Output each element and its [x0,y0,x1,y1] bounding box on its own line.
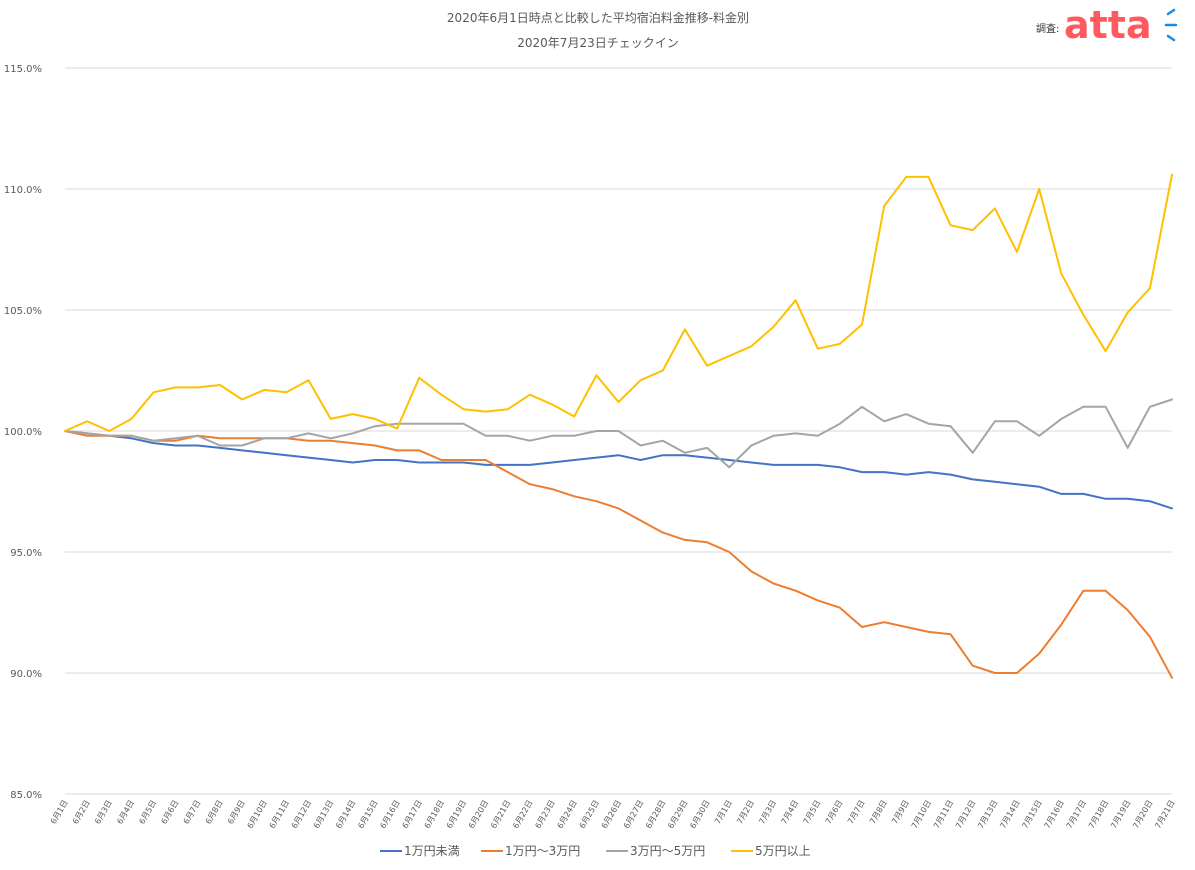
chart-title: 2020年6月1日時点と比較した平均宿泊料金推移-料金別 [447,10,749,25]
x-tick-label: 7月19日 [1109,799,1132,831]
chart-subtitle: 2020年7月23日チェックイン [517,36,678,50]
x-tick-label: 6月26日 [600,799,623,831]
x-tick-label: 6月28日 [644,799,667,831]
y-tick-label: 110.0% [4,185,42,196]
series-line [64,398,1173,469]
x-tick-label: 7月2日 [735,799,756,826]
y-tick-label: 95.0% [10,548,42,559]
series-line [64,430,1173,679]
x-tick-label: 7月10日 [910,799,933,831]
series-line [64,173,1173,432]
atta-logo: atta [1064,3,1152,47]
y-axis-ticks: 85.0% 90.0% 95.0% 100.0% 105.0% 110.0% 115.0% [4,64,42,801]
x-tick-label: 6月5日 [137,799,158,826]
x-tick-label: 6月9日 [226,799,247,826]
x-tick-label: 7月5日 [802,799,823,826]
legend-label: 5万円以上 [755,844,811,858]
x-tick-label: 6月4日 [115,799,136,826]
y-tick-label: 85.0% [10,790,42,801]
x-tick-label: 6月22日 [511,799,534,831]
x-tick-label: 6月15日 [356,799,379,831]
x-tick-label: 7月3日 [757,799,778,826]
x-tick-label: 7月14日 [998,799,1021,831]
series-lines [64,173,1173,679]
x-tick-label: 6月17日 [401,799,424,831]
y-tick-label: 115.0% [4,64,42,75]
x-tick-label: 6月18日 [423,799,446,831]
legend: 1万円未満 1万円～3万円 3万円～5万円 5万円以上 [380,844,811,858]
x-tick-label: 6月19日 [445,799,468,831]
y-tick-label: 90.0% [10,669,42,680]
x-tick-label: 6月29日 [666,799,689,831]
x-axis: 6月1日 6月2日 6月3日 6月4日 6月5日 6月6日 6月7日 6月8日 6月9日6月10… [49,799,1177,831]
x-tick-label: 7月7日 [846,799,867,826]
x-tick-label: 7月6日 [824,799,845,826]
x-tick-label: 7月16日 [1043,799,1066,831]
credit-label: 調査: [1036,22,1059,35]
series-line [64,430,1173,510]
x-tick-label: 7月4日 [779,799,800,826]
x-tick-label: 7月17日 [1065,799,1088,831]
x-tick-label: 6月21日 [489,799,512,831]
x-tick-label: 7月18日 [1087,799,1110,831]
x-tick-label: 7月21日 [1153,799,1176,831]
legend-label: 1万円未満 [404,844,460,858]
x-tick-label: 6月2日 [71,799,92,826]
x-tick-label: 6月11日 [268,799,291,831]
brand-accent-icon [1164,8,1178,42]
x-tick-label: 7月20日 [1131,799,1154,831]
x-tick-label: 6月12日 [290,799,313,831]
x-tick-label: 6月30日 [688,799,711,831]
x-tick-label: 6月16日 [378,799,401,831]
legend-label: 3万円～5万円 [630,844,705,858]
legend-label: 1万円～3万円 [505,844,580,858]
y-tick-label: 100.0% [4,427,42,438]
x-tick-label: 6月27日 [622,799,645,831]
x-tick-label: 6月24日 [556,799,579,831]
x-tick-label: 6月3日 [93,799,114,826]
x-tick-label: 6月1日 [49,799,70,826]
x-tick-label: 6月10日 [246,799,269,831]
x-tick-label: 6月25日 [578,799,601,831]
x-tick-label: 7月15日 [1020,799,1043,831]
brand-credit: 調査: atta [1036,3,1178,47]
x-tick-label: 7月1日 [713,799,734,826]
x-tick-label: 7月9日 [890,799,911,826]
x-tick-label: 6月14日 [334,799,357,831]
x-tick-label: 6月6日 [160,799,181,826]
x-tick-label: 7月13日 [976,799,999,831]
x-tick-label: 7月12日 [954,799,977,831]
x-tick-label: 6月13日 [312,799,335,831]
x-tick-label: 7月11日 [932,799,955,831]
x-tick-label: 6月8日 [204,799,225,826]
x-tick-label: 6月20日 [467,799,490,831]
y-tick-label: 105.0% [4,306,42,317]
x-tick-label: 7月8日 [868,799,889,826]
x-tick-label: 6月23日 [533,799,556,831]
x-tick-label: 6月7日 [182,799,203,826]
